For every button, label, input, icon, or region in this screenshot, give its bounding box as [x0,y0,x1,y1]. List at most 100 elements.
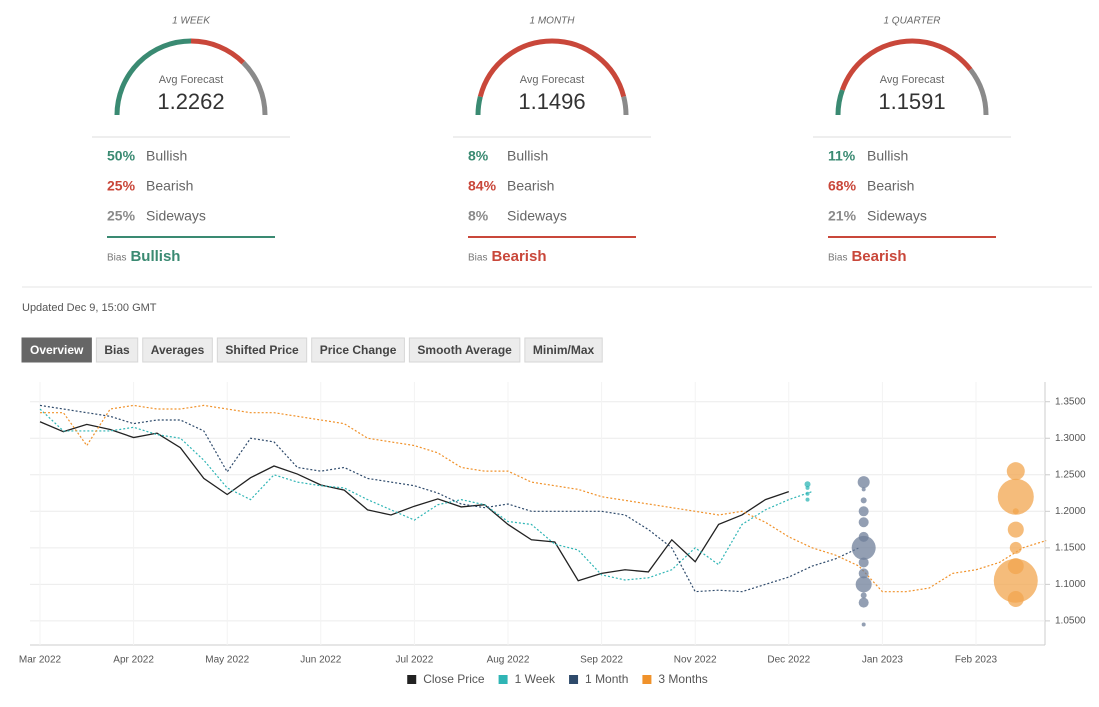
forecast-bubble [858,568,869,579]
pct-name: Sideways [146,208,206,224]
avg-label: Avg Forecast [880,74,945,86]
forecast-bubble [860,497,867,504]
series-line [39,408,813,581]
legend-label: 1 Week [515,672,556,686]
pct-name: Bullish [867,148,908,164]
avg-label: Avg Forecast [159,74,224,86]
y-tick-label: 1.1000 [1055,579,1086,590]
forecast-bubble [805,491,810,496]
tab-label[interactable]: Shifted Price [225,343,299,357]
forecast-bubble [861,487,866,492]
gauge-segment [968,68,989,116]
tab[interactable]: Overview [21,337,92,363]
forecast-bubble [1012,508,1019,515]
tab[interactable]: Shifted Price [216,337,308,363]
x-tick-label: Jul 2022 [395,655,433,666]
forecast-bubble [1007,590,1024,607]
pct-name: Bullish [146,148,187,164]
bias-value: Bullish [130,248,180,265]
tab-label[interactable]: Smooth Average [417,343,512,357]
legend-swatch [642,675,652,684]
gauge-segment [241,60,268,116]
tab-bg[interactable] [311,337,405,363]
y-tick-label: 1.1500 [1055,542,1086,553]
tab-label[interactable]: Minim/Max [533,343,595,357]
pct: 50% [107,148,136,164]
x-tick-label: Aug 2022 [487,655,530,666]
pct: 21% [828,208,857,224]
bias-label: Bias [828,253,847,264]
forecast-bubble [858,517,869,528]
forecast-bubble [993,558,1038,603]
pct-name: Bullish [507,148,548,164]
y-tick-label: 1.2500 [1055,469,1086,480]
forecast-bubble [861,622,866,627]
period-title: 1 MONTH [530,16,576,27]
gauge-segment [114,38,192,116]
tab-bg[interactable] [142,337,213,363]
x-tick-label: Sep 2022 [580,655,623,666]
gauge-segment [621,95,629,116]
forecast-bubble [858,557,869,568]
tab-bg[interactable] [408,337,521,363]
gauge-segment [475,95,483,116]
forecast-bubble [1009,541,1022,554]
bias-label: Bias [107,253,126,264]
tab-label[interactable]: Bias [104,343,130,357]
gauge-segment [835,89,845,116]
forecast-bubble [805,497,810,502]
x-tick-label: Nov 2022 [674,655,717,666]
forecast-bubble [1006,462,1025,481]
bias-value: Bearish [491,248,546,265]
forecast-bubble [1007,521,1024,538]
series-line [40,404,1047,593]
period-title: 1 WEEK [172,16,211,27]
legend-label: Close Price [423,672,485,686]
x-tick-label: Jun 2022 [300,655,342,666]
period-title: 1 QUARTER [883,16,940,27]
forecast-bubble [997,478,1034,515]
forecast-bubble [858,506,869,517]
tab-bg[interactable] [524,337,603,363]
legend-swatch [569,675,579,684]
avg-value: 1.2262 [157,89,224,114]
pct: 11% [828,148,856,164]
pct-name: Sideways [867,208,927,224]
legend-swatch [407,675,417,684]
pct: 68% [828,178,857,194]
x-tick-label: May 2022 [205,655,249,666]
tab-bg[interactable] [95,337,139,363]
forecast-bubble [855,576,872,593]
tab[interactable]: Minim/Max [524,337,603,363]
x-tick-label: Feb 2023 [955,655,998,666]
avg-value: 1.1496 [518,89,585,114]
tab[interactable]: Averages [142,337,213,363]
forecast-bubble [804,481,811,488]
pct-name: Bearish [507,178,554,194]
legend: Close Price 1 Week 1 Month 3 Months [407,672,708,686]
tab-bg[interactable] [21,337,92,363]
pct: 8% [468,208,489,224]
y-tick-label: 1.3000 [1055,433,1086,444]
tab[interactable]: Price Change [311,337,405,363]
tab-label[interactable]: Price Change [320,343,397,357]
tab[interactable]: Bias [95,337,139,363]
gauge-segment [190,38,246,65]
tab-label[interactable]: Averages [151,343,205,357]
bias-value: Bearish [851,248,906,265]
updated-note: Updated Dec 9, 15:00 GMT [22,302,157,314]
tab-bg[interactable] [216,337,308,363]
gauge-segment [477,38,627,98]
forecast-bubble [858,597,869,608]
tab-label[interactable]: Overview [30,343,84,357]
y-tick-label: 1.2000 [1055,506,1086,517]
legend-label: 1 Month [585,672,628,686]
forecast-bubble [851,535,876,560]
x-tick-label: Apr 2022 [113,655,154,666]
tab[interactable]: Smooth Average [408,337,521,363]
pct-name: Sideways [507,208,567,224]
y-tick-label: 1.3500 [1055,396,1086,407]
gauge-segment [840,38,973,91]
x-tick-label: Mar 2022 [19,655,62,666]
